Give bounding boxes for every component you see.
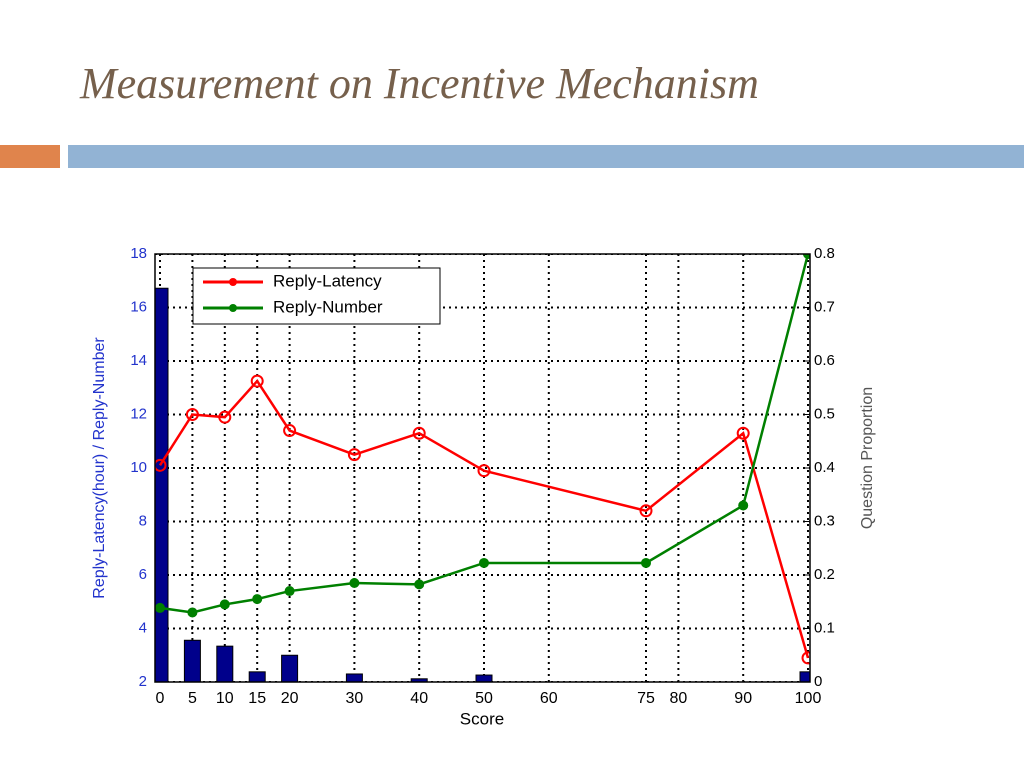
y-tick-label: 18	[130, 245, 147, 262]
marker	[284, 586, 295, 597]
y2-tick-label: 0.6	[814, 352, 835, 369]
y2-tick-label: 0.3	[814, 512, 835, 529]
marker	[283, 424, 297, 438]
y-tick-label: 2	[139, 673, 147, 690]
bar	[799, 671, 810, 682]
header-bar	[68, 145, 1024, 168]
x-tick-label: 80	[670, 690, 688, 707]
marker	[218, 410, 232, 424]
bar	[216, 645, 234, 682]
marker	[349, 578, 360, 589]
y-axis-label: Reply-Latency(hour) / Reply-Number	[91, 337, 108, 599]
x-tick-label: 60	[540, 690, 558, 707]
marker	[736, 426, 750, 440]
y-tick-label: 16	[130, 298, 147, 315]
legend	[192, 267, 441, 325]
x-tick-label: 40	[410, 690, 428, 707]
y2-tick-label: 0.8	[814, 245, 835, 262]
marker	[252, 594, 263, 605]
x-tick-label: 20	[281, 690, 299, 707]
bar	[281, 654, 299, 682]
legend-label: Reply-Number	[273, 297, 383, 316]
y2-axis-label: Question Proportion	[859, 387, 876, 529]
legend-marker	[229, 278, 237, 286]
marker	[414, 579, 425, 590]
y-tick-label: 12	[130, 405, 147, 422]
y2-tick-label: 0.4	[814, 459, 835, 476]
y-tick-label: 6	[139, 566, 147, 583]
marker	[187, 607, 198, 618]
x-tick-label: 90	[734, 690, 752, 707]
marker	[155, 602, 165, 613]
bar	[248, 671, 266, 682]
slide-title: Measurement on Incentive Mechanism	[79, 59, 759, 108]
accent-bar	[0, 145, 60, 168]
marker	[803, 254, 810, 259]
marker	[801, 651, 810, 665]
x-tick-label: 75	[637, 690, 655, 707]
marker	[347, 448, 361, 462]
y2-tick-label: 0.1	[814, 619, 835, 636]
y-tick-label: 4	[139, 619, 147, 636]
y2-tick-label: 0	[814, 673, 822, 690]
y2-tick-label: 0.2	[814, 566, 835, 583]
marker	[479, 557, 489, 568]
marker	[219, 599, 230, 610]
legend-marker	[229, 304, 237, 312]
bar	[183, 639, 201, 682]
y2-tick-label: 0.5	[814, 405, 835, 422]
bar	[475, 674, 493, 682]
y-tick-label: 10	[130, 459, 147, 476]
x-tick-label: 50	[475, 690, 493, 707]
marker	[641, 557, 651, 568]
legend-label: Reply-Latency	[273, 271, 382, 290]
marker	[250, 374, 264, 388]
marker	[155, 458, 167, 472]
plot-frame	[154, 253, 811, 683]
y2-tick-label: 0.7	[814, 298, 835, 315]
x-tick-label: 15	[248, 690, 266, 707]
y-tick-label: 8	[139, 512, 147, 529]
marker	[477, 464, 491, 478]
marker	[738, 500, 749, 511]
x-axis-label: Score	[460, 709, 504, 728]
bar	[155, 287, 169, 682]
x-tick-label: 10	[216, 690, 234, 707]
bar	[345, 673, 363, 682]
x-tick-label: 0	[156, 690, 165, 707]
x-tick-label: 100	[795, 690, 822, 707]
y-tick-label: 14	[130, 352, 147, 369]
x-tick-label: 30	[346, 690, 364, 707]
line	[158, 379, 810, 659]
marker	[185, 408, 199, 421]
marker	[412, 426, 426, 440]
marker	[639, 504, 653, 518]
x-tick-label: 5	[188, 690, 197, 707]
